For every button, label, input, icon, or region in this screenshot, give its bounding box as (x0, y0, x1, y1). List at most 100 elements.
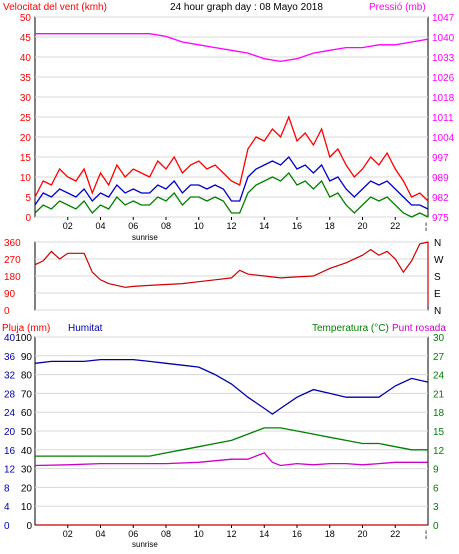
rain-tick-label: 24 (4, 408, 16, 419)
direction-tick-label: 270 (4, 255, 21, 266)
temperature-title: Temperatura (°C) (312, 323, 389, 334)
wind-speed-tick-label: 10 (20, 173, 32, 184)
pressure-tick-label: 1011 (432, 113, 454, 124)
pressure-tick-label: 997 (432, 153, 449, 164)
rain-tick-label: 40 (4, 333, 16, 344)
direction-tick-label: 0 (4, 306, 10, 317)
humidity-tick-label: 10 (21, 502, 33, 513)
temperature-axis: 0 3 6 9 12 15 18 21 24 27 30 (433, 333, 445, 532)
wind-time-axis: 02 04 06 08 10 12 14 16 18 20 22 ¦ (63, 217, 427, 231)
pressure-tick-label: 1018 (432, 93, 455, 104)
direction-grid (35, 241, 428, 311)
direction-axis: 360 270 180 90 0 (4, 238, 21, 317)
wind-direction-line (34, 241, 429, 307)
wind-pressure-line (35, 33, 429, 63)
dewpoint-title: Punt rosada (392, 323, 446, 334)
rain-axis: 0 4 8 12 16 20 24 28 32 36 40 (4, 333, 16, 532)
humidity-tick-label: 30 (21, 465, 33, 476)
humidity-time-tick-label: 06 (128, 529, 138, 539)
humidity-time-tick-label: 08 (161, 529, 171, 539)
temperature-tick-label: 30 (433, 333, 445, 344)
compass-label: N (434, 306, 441, 317)
temperature-tick-label: 6 (433, 483, 439, 494)
wind-minimum-line (34, 171, 429, 218)
wind-time-tick-label: 08 (161, 221, 171, 231)
temperature-tick-label: 3 (433, 502, 439, 513)
rain-tick-label: 16 (4, 446, 16, 457)
humidity-time-tick-label: 10 (194, 529, 204, 539)
rain-tick-label: 8 (4, 483, 10, 494)
humidity-time-end-label: ¦ (425, 529, 427, 539)
humidity-time-tick-label: 18 (325, 529, 335, 539)
compass-label: S (434, 272, 441, 283)
wind-speed-axis: 0 5 10 15 20 25 30 35 40 45 50 (20, 13, 32, 224)
humidity-time-tick-label: 02 (63, 529, 73, 539)
wind-average-line (34, 155, 429, 210)
wind-speed-tick-label: 15 (20, 153, 32, 164)
rain-tick-label: 36 (4, 352, 16, 363)
humidity-time-tick-label: 16 (292, 529, 302, 539)
humidity-time-tick-label: 20 (357, 529, 367, 539)
wind-gust-line (34, 115, 429, 202)
humidity-tick-label: 40 (21, 446, 33, 457)
humidity-time-tick-label: 14 (259, 529, 269, 539)
humidity-tick-label: 0 (26, 521, 32, 532)
pressure-tick-label: 1033 (432, 53, 455, 64)
direction-tick-label: 90 (4, 289, 16, 300)
humidity-tick-label: 90 (21, 352, 33, 363)
pressure-tick-label: 1040 (432, 33, 455, 44)
humidity-time-tick-label: 12 (226, 529, 236, 539)
humidity-tick-label: 50 (21, 427, 33, 438)
humidity-axis: 0 10 20 30 40 50 60 70 80 90 100 (15, 333, 32, 532)
wind-speed-tick-label: 20 (20, 133, 32, 144)
wind-time-tick-label: 06 (128, 221, 138, 231)
wind-speed-tick-label: 25 (20, 113, 32, 124)
temperature-tick-label: 21 (433, 389, 445, 400)
direction-series (34, 241, 429, 307)
temperature-tick-label: 24 (433, 371, 445, 382)
temperature-tick-label: 0 (433, 521, 439, 532)
rain-tick-label: 0 (4, 521, 10, 532)
rain-tick-label: 28 (4, 389, 16, 400)
wind-speed-tick-label: 40 (20, 53, 32, 64)
wind-time-tick-label: 18 (325, 221, 335, 231)
wind-speed-tick-label: 30 (20, 93, 32, 104)
wind-speed-tick-label: 50 (20, 13, 32, 24)
wind-speed-tick-label: 45 (20, 33, 32, 44)
direction-tick-label: 180 (4, 272, 21, 283)
pressure-tick-label: 975 (432, 213, 449, 224)
wind-series (34, 33, 429, 218)
compass-label: N (434, 238, 441, 249)
rain-tick-label: 4 (4, 502, 10, 513)
wind-time-tick-label: 14 (259, 221, 269, 231)
rain-tick-label: 20 (4, 427, 16, 438)
temperature-tick-label: 27 (433, 352, 445, 363)
pressure-tick-label: 982 (432, 193, 449, 204)
wind-time-tick-label: 04 (95, 221, 105, 231)
humidity-tick-label: 60 (21, 408, 33, 419)
pressure-tick-label: 1026 (432, 73, 455, 84)
bottom-sunrise-label: sunrise (132, 540, 158, 549)
wind-speed-tick-label: 0 (25, 213, 31, 224)
humidity-tick-label: 100 (15, 333, 32, 344)
compass-label: E (434, 289, 441, 300)
wind-sunrise-label: sunrise (132, 233, 158, 242)
pressure-tick-label: 1047 (432, 13, 455, 24)
rain-tick-label: 32 (4, 371, 16, 382)
wind-speed-tick-label: 5 (25, 193, 31, 204)
wind-speed-title: Velocitat del vent (kmh) (3, 2, 107, 13)
pressure-title: Pressió (mb) (369, 2, 426, 13)
humidity-time-tick-label: 22 (390, 529, 400, 539)
humidity-tick-label: 20 (21, 483, 33, 494)
humidity-tick-label: 70 (21, 389, 33, 400)
temperature-line (35, 427, 428, 457)
temperature-tick-label: 9 (433, 465, 439, 476)
wind-speed-tick-label: 35 (20, 73, 32, 84)
wind-time-end-label: ¦ (425, 221, 427, 231)
graph-title: 24 hour graph day : 08 Mayo 2018 (170, 2, 323, 13)
pressure-tick-label: 989 (432, 173, 449, 184)
rain-title: Pluja (mm) (2, 323, 50, 334)
humidity-line (34, 358, 429, 415)
